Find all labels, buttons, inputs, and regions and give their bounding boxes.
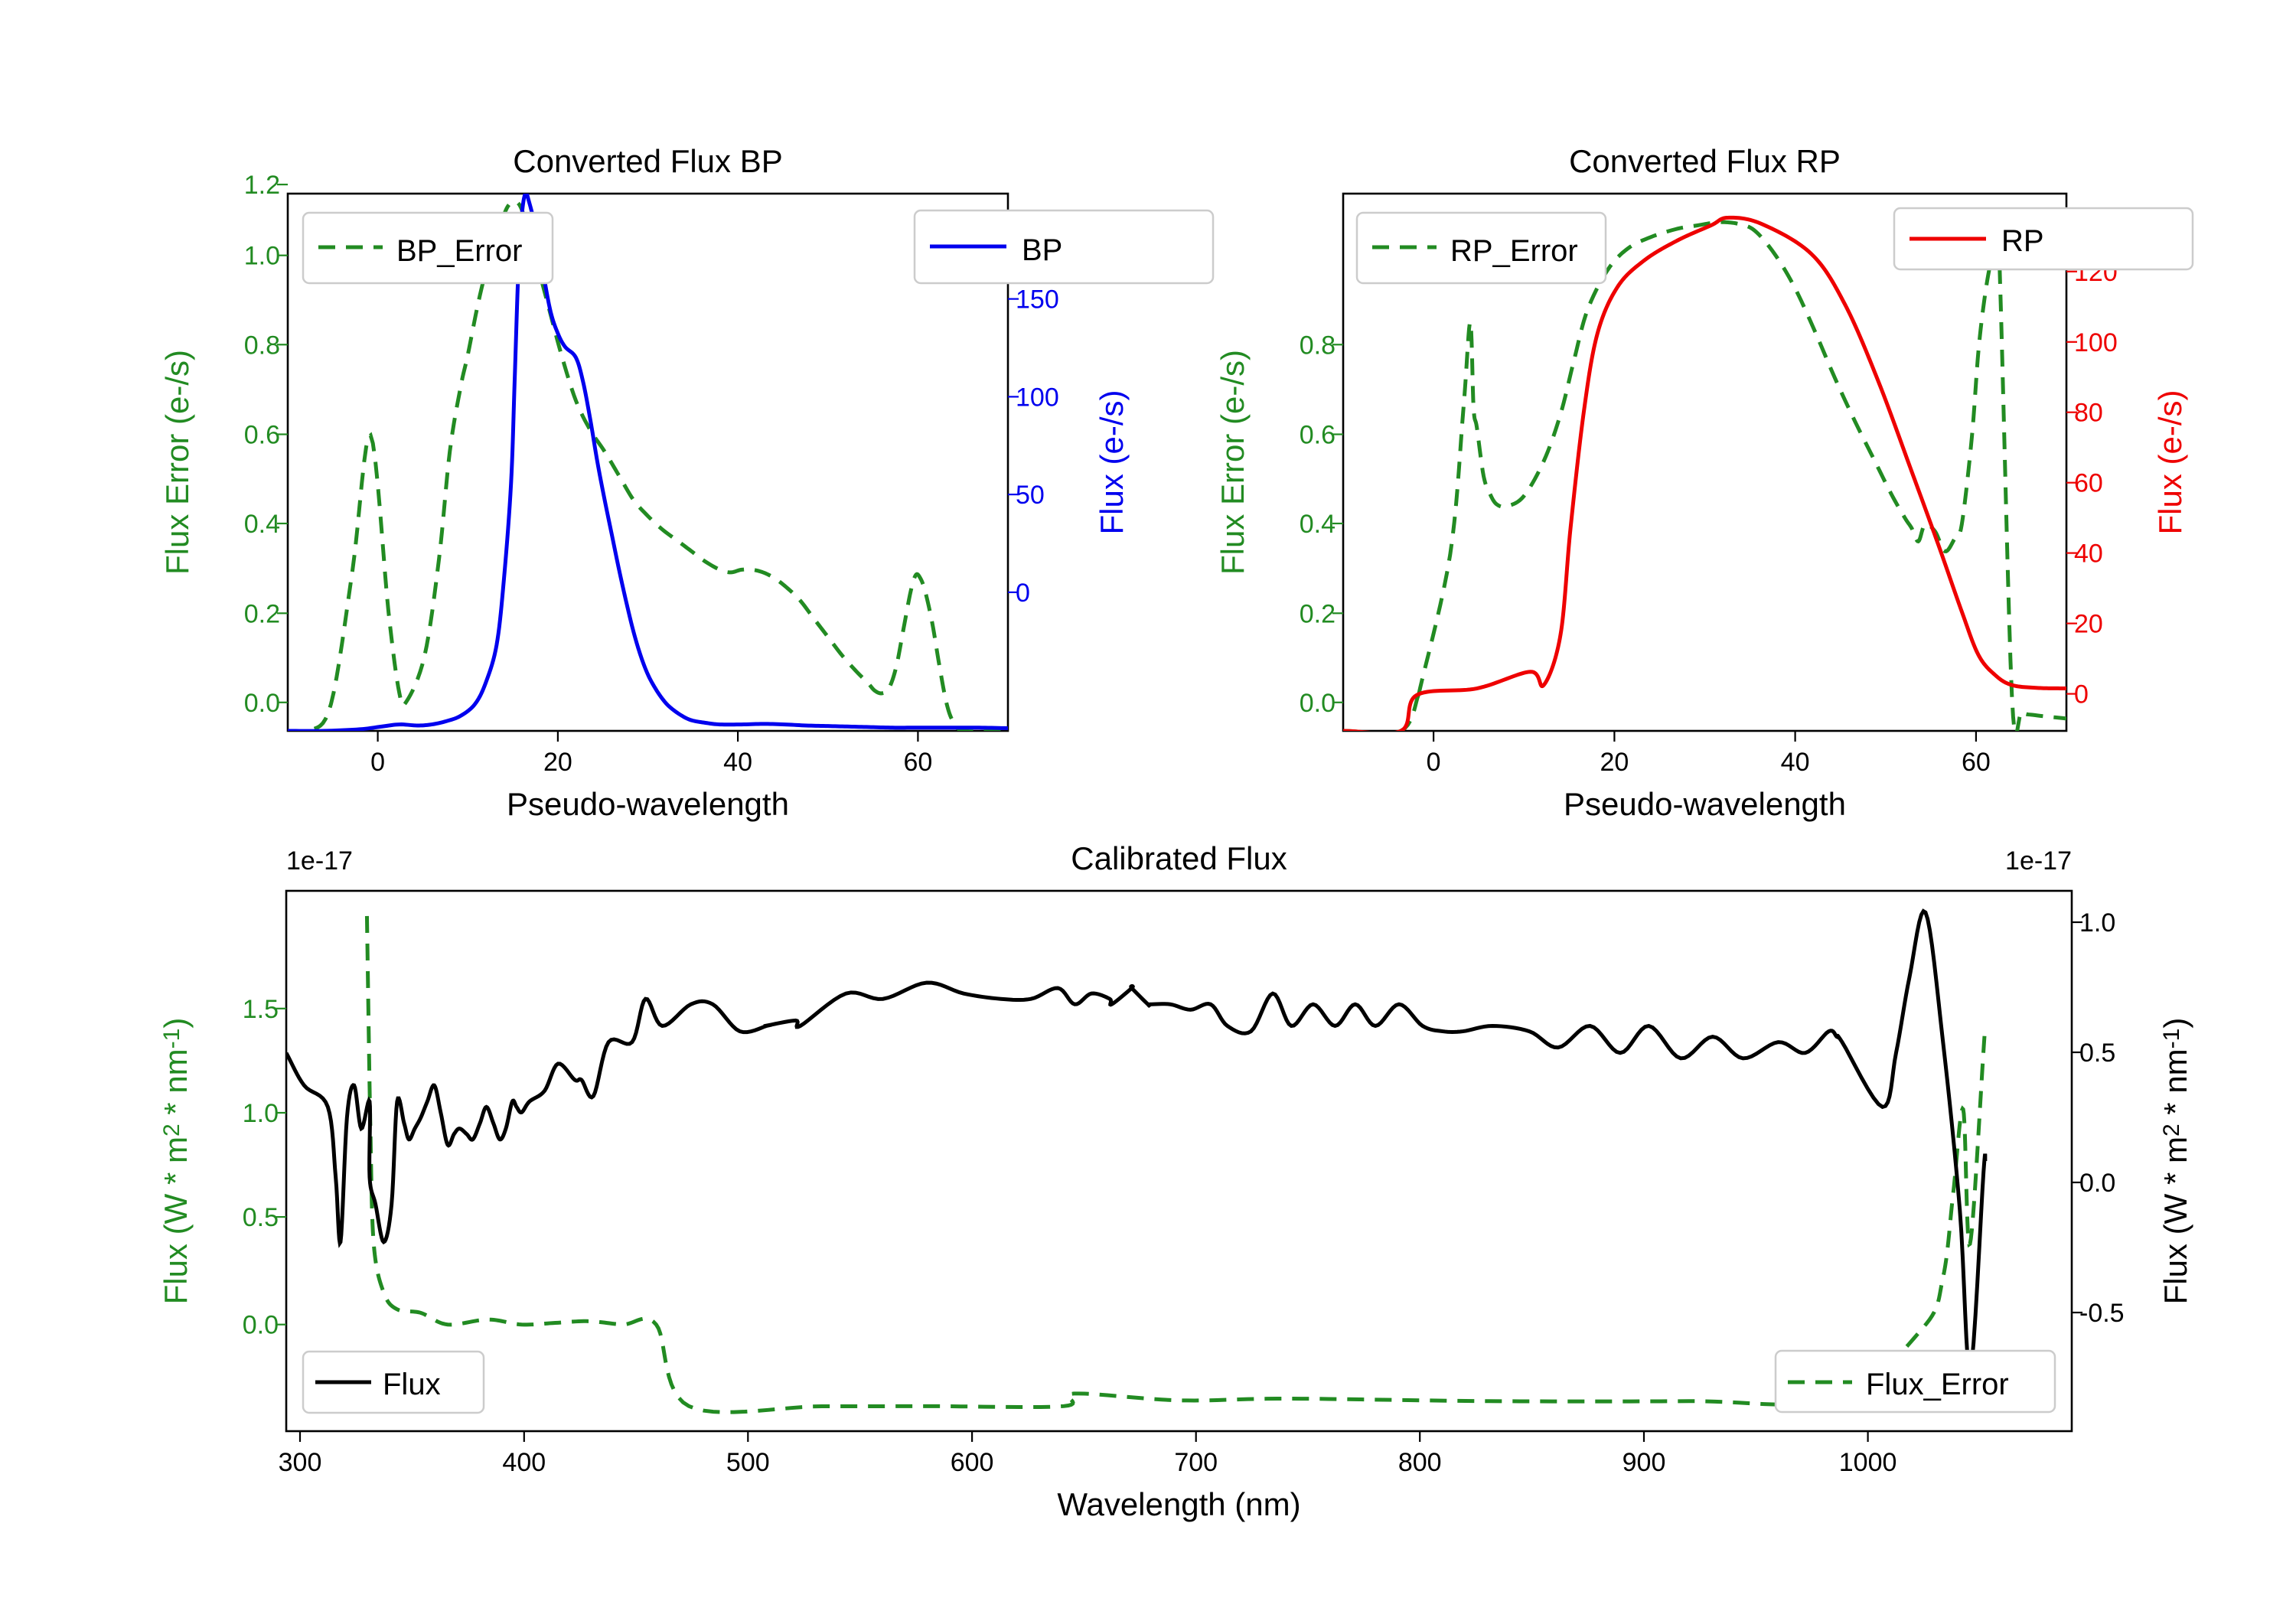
svg-text:20: 20	[2074, 610, 2103, 639]
svg-text:0.8: 0.8	[244, 331, 280, 360]
svg-text:0: 0	[1427, 748, 1441, 777]
svg-text:Converted Flux RP: Converted Flux RP	[1569, 143, 1841, 179]
svg-text:1.5: 1.5	[243, 995, 279, 1024]
svg-text:1.0: 1.0	[2079, 908, 2115, 938]
svg-text:1000: 1000	[1839, 1448, 1897, 1477]
svg-text:100: 100	[1016, 383, 1059, 412]
svg-text:0.2: 0.2	[1300, 599, 1336, 628]
svg-text:0.4: 0.4	[244, 510, 280, 539]
svg-text:40: 40	[1781, 748, 1810, 777]
svg-text:1e-17: 1e-17	[2005, 846, 2072, 876]
svg-text:60: 60	[1962, 748, 1991, 777]
svg-text:0.6: 0.6	[1300, 421, 1336, 450]
svg-text:Flux (W * m2 * nm-1): Flux (W * m2 * nm-1)	[2157, 1018, 2193, 1305]
svg-text:300: 300	[279, 1448, 322, 1477]
svg-text:100: 100	[2074, 328, 2118, 357]
svg-text:400: 400	[502, 1448, 546, 1477]
svg-text:Flux: Flux	[383, 1368, 441, 1401]
svg-text:50: 50	[1016, 481, 1045, 510]
svg-text:Flux (W * m2 * nm-1): Flux (W * m2 * nm-1)	[158, 1018, 194, 1305]
svg-text:1.0: 1.0	[244, 242, 280, 271]
svg-text:900: 900	[1623, 1448, 1666, 1477]
svg-text:80: 80	[2074, 399, 2103, 428]
svg-text:0.4: 0.4	[1300, 510, 1336, 539]
svg-text:0.6: 0.6	[244, 421, 280, 450]
svg-text:800: 800	[1398, 1448, 1442, 1477]
svg-text:RP: RP	[2001, 224, 2044, 258]
svg-text:0.8: 0.8	[1300, 331, 1336, 360]
svg-text:Pseudo-wavelength: Pseudo-wavelength	[507, 786, 789, 822]
svg-text:Flux (e-/s): Flux (e-/s)	[1094, 390, 1130, 535]
svg-text:0.0: 0.0	[2079, 1169, 2115, 1198]
svg-text:0: 0	[1016, 579, 1030, 608]
svg-text:Flux Error (e-/s): Flux Error (e-/s)	[1215, 350, 1251, 575]
svg-text:0.0: 0.0	[244, 689, 280, 718]
svg-text:1.0: 1.0	[243, 1099, 279, 1128]
svg-text:-0.5: -0.5	[2079, 1299, 2125, 1328]
svg-text:BP_Error: BP_Error	[396, 234, 523, 268]
svg-text:Pseudo-wavelength: Pseudo-wavelength	[1564, 786, 1846, 822]
svg-text:60: 60	[2074, 469, 2103, 498]
svg-text:1.2: 1.2	[244, 171, 280, 200]
svg-text:60: 60	[903, 748, 932, 777]
svg-text:40: 40	[2074, 540, 2103, 569]
svg-text:Calibrated Flux: Calibrated Flux	[1071, 840, 1287, 876]
svg-text:500: 500	[726, 1448, 770, 1477]
svg-text:150: 150	[1016, 285, 1059, 315]
svg-text:RP_Error: RP_Error	[1450, 234, 1578, 268]
svg-text:0: 0	[370, 748, 385, 777]
svg-text:20: 20	[543, 748, 572, 777]
svg-text:Flux Error (e-/s): Flux Error (e-/s)	[159, 350, 195, 575]
svg-text:Wavelength (nm): Wavelength (nm)	[1057, 1486, 1300, 1522]
svg-text:0.2: 0.2	[244, 599, 280, 628]
svg-text:600: 600	[951, 1448, 994, 1477]
svg-text:Converted Flux BP: Converted Flux BP	[513, 143, 783, 179]
svg-text:0.5: 0.5	[2079, 1039, 2115, 1068]
svg-text:0.0: 0.0	[243, 1311, 279, 1340]
svg-text:700: 700	[1174, 1448, 1218, 1477]
svg-text:Flux (e-/s): Flux (e-/s)	[2152, 390, 2188, 535]
svg-text:20: 20	[1600, 748, 1629, 777]
svg-text:BP: BP	[1022, 233, 1062, 267]
svg-text:0.0: 0.0	[1300, 689, 1336, 718]
svg-text:Flux_Error: Flux_Error	[1866, 1368, 2009, 1401]
svg-text:0.5: 0.5	[243, 1203, 279, 1232]
svg-text:40: 40	[723, 748, 752, 777]
svg-text:1e-17: 1e-17	[286, 846, 353, 876]
svg-text:0: 0	[2074, 680, 2089, 709]
